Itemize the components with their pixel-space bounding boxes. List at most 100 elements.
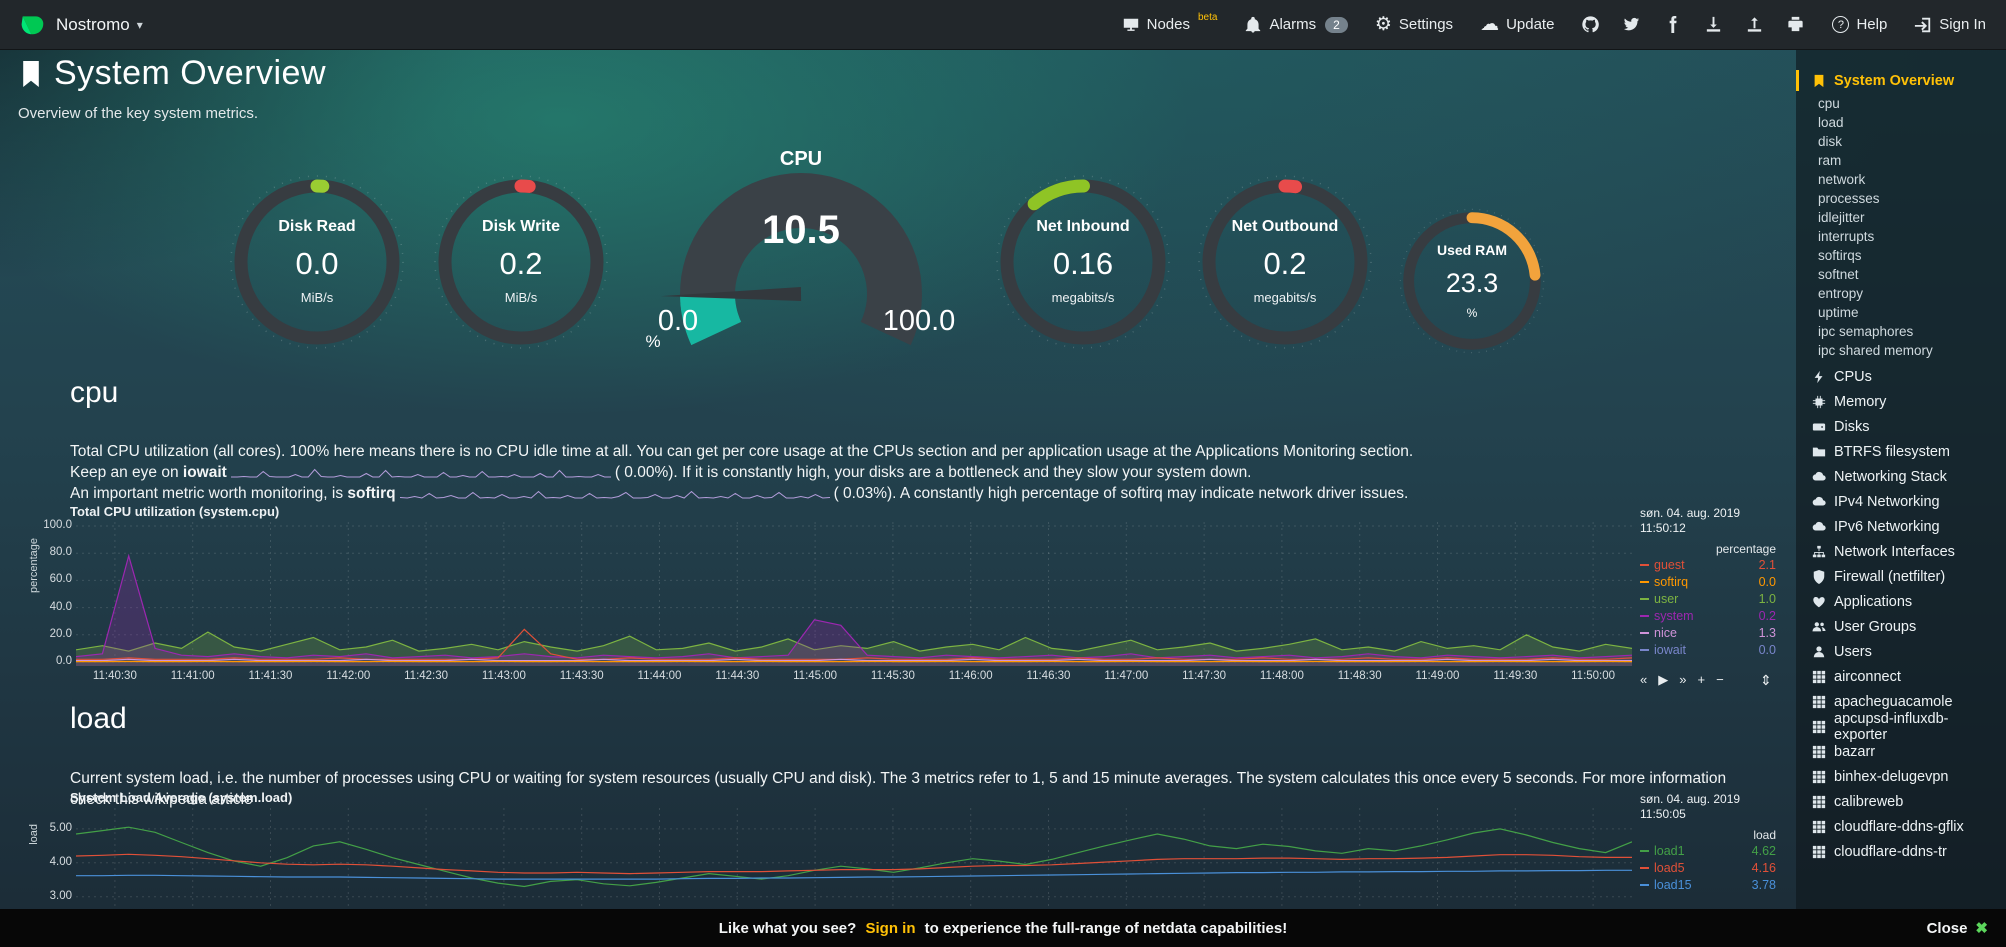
gauge-net-outbound[interactable]: Net Outbound 0.2 megabits/s xyxy=(1195,172,1375,352)
gauge-value: 23.3 xyxy=(1445,268,1499,298)
sidebar-item-system-overview[interactable]: System Overview xyxy=(1796,68,1998,93)
sidebar-item-disks[interactable]: Disks xyxy=(1812,414,1998,439)
sidebar-item-cpus[interactable]: CPUs xyxy=(1812,364,1998,389)
banner-close-button[interactable]: Close ✖ xyxy=(1927,919,1988,938)
pan-left-icon[interactable]: « xyxy=(1640,672,1648,687)
update-label: Update xyxy=(1506,16,1555,33)
gauge-disk-read[interactable]: Disk Read 0.0 MiB/s xyxy=(227,172,407,352)
sidebar-subitem-idlejitter[interactable]: idlejitter xyxy=(1818,210,1865,225)
sidebar-item-label: binhex-delugevpn xyxy=(1834,768,1949,785)
gauge-title: Net Outbound xyxy=(1231,218,1339,235)
caret-down-icon: ▾ xyxy=(136,17,143,32)
iowait-sparkline[interactable] xyxy=(230,466,611,479)
sidebar-item-binhex-delugevpn[interactable]: binhex-delugevpn xyxy=(1812,764,1998,789)
facebook-icon[interactable] xyxy=(1663,15,1682,34)
sidebar-item-label: cloudflare-ddns-tr xyxy=(1834,843,1947,860)
sidebar-subitem-ram[interactable]: ram xyxy=(1818,153,1842,168)
sidebar-subitem-uptime[interactable]: uptime xyxy=(1818,305,1859,320)
wikipedia-link[interactable]: this wikipedia article xyxy=(114,791,253,808)
y-tick: 4.00 xyxy=(49,856,72,868)
legend-value: 4.16 xyxy=(1751,860,1776,875)
chart-legend: søn. 04. aug. 2019 11:50:05 load load1 4.… xyxy=(1640,792,1776,893)
update-button[interactable]: ☁ Update xyxy=(1480,15,1554,34)
sidebar-subitem-entropy[interactable]: entropy xyxy=(1818,286,1864,301)
legend-system[interactable]: system 0.2 xyxy=(1640,607,1776,624)
sidebar-subitem-interrupts[interactable]: interrupts xyxy=(1818,229,1875,244)
sidebar-subitem-ipc-shared-memory[interactable]: ipc shared memory xyxy=(1818,343,1933,358)
sidebar-item-calibreweb[interactable]: calibreweb xyxy=(1812,789,1998,814)
sidebar-item-btrfs-filesystem[interactable]: BTRFS filesystem xyxy=(1812,439,1998,464)
legend-load15[interactable]: load15 3.78 xyxy=(1640,876,1776,893)
sidebar-item-applications[interactable]: Applications xyxy=(1812,589,1998,614)
legend-softirq[interactable]: softirq 0.0 xyxy=(1640,573,1776,590)
legend-iowait[interactable]: iowait 0.0 xyxy=(1640,641,1776,658)
signin-button[interactable]: Sign In xyxy=(1914,16,1986,34)
alarms-button[interactable]: Alarms 2 xyxy=(1244,16,1348,34)
gauge-unit: % xyxy=(1466,306,1478,320)
legend-swatch xyxy=(1640,597,1649,600)
sidebar-item-bazarr[interactable]: bazarr xyxy=(1812,739,1998,764)
sidebar-item-apcupsd-influxdb-exporter[interactable]: apcupsd-influxdb-exporter xyxy=(1812,711,1998,743)
x-tick: 11:48:00 xyxy=(1259,670,1304,682)
sidebar-subitem-cpu[interactable]: cpu xyxy=(1818,96,1840,111)
twitter-icon[interactable] xyxy=(1622,15,1641,34)
user-icon xyxy=(1812,645,1826,659)
sidebar-item-cloudflare-ddns-gflix[interactable]: cloudflare-ddns-gflix xyxy=(1812,814,1998,839)
upload-icon[interactable] xyxy=(1745,15,1764,34)
cpu-chart-canvas[interactable] xyxy=(76,522,1632,666)
sidebar-subitem-network[interactable]: network xyxy=(1818,172,1866,187)
legend-guest[interactable]: guest 2.1 xyxy=(1640,556,1776,573)
legend-load5[interactable]: load5 4.16 xyxy=(1640,859,1776,876)
github-icon[interactable] xyxy=(1581,15,1600,34)
y-axis-label: percentage xyxy=(28,538,40,594)
sidebar-subitem-ipc-semaphores[interactable]: ipc semaphores xyxy=(1818,324,1914,339)
nodes-button[interactable]: Nodes beta xyxy=(1122,12,1217,34)
legend-user[interactable]: user 1.0 xyxy=(1640,590,1776,607)
sidebar-item-firewall-netfilter[interactable]: Firewall (netfilter) xyxy=(1812,564,1998,589)
zoom-out-icon[interactable]: − xyxy=(1716,672,1724,687)
legend-nice[interactable]: nice 1.3 xyxy=(1640,624,1776,641)
banner-signin-link[interactable]: Sign in xyxy=(865,919,916,937)
legend-name: softirq xyxy=(1654,574,1689,589)
softirq-sparkline[interactable] xyxy=(399,487,830,500)
x-tick: 11:40:30 xyxy=(92,670,137,682)
sidebar-subitem-processes[interactable]: processes xyxy=(1818,191,1880,206)
print-icon[interactable] xyxy=(1786,15,1805,34)
load-chart-canvas[interactable] xyxy=(76,808,1632,943)
sidebar-item-label: CPUs xyxy=(1834,368,1872,385)
sidebar-item-ipv4-networking[interactable]: IPv4 Networking xyxy=(1812,489,1998,514)
sidebar-subitem-disk[interactable]: disk xyxy=(1818,134,1843,149)
node-menu[interactable]: Nostromo ▾ xyxy=(56,15,143,35)
cpu-chart: Total CPU utilization (system.cpu) perce… xyxy=(20,504,1776,699)
help-button[interactable]: ? Help xyxy=(1832,16,1887,33)
sidebar-subitem-softnet[interactable]: softnet xyxy=(1818,267,1859,282)
legend-value: 0.0 xyxy=(1758,642,1776,657)
legend-load1[interactable]: load1 4.62 xyxy=(1640,842,1776,859)
gauge-used-ram[interactable]: Used RAM 23.3 % xyxy=(1397,206,1547,356)
pan-right-icon[interactable]: » xyxy=(1679,672,1687,687)
sidebar-subitem-load[interactable]: load xyxy=(1818,115,1844,130)
gauge-cpu[interactable]: CPU 10.5 0.0 100.0 % xyxy=(641,148,961,388)
zoom-in-icon[interactable]: + xyxy=(1697,672,1706,687)
y-tick: 40.0 xyxy=(49,601,72,613)
sidebar-item-user-groups[interactable]: User Groups xyxy=(1812,614,1998,639)
sidebar-item-memory[interactable]: Memory xyxy=(1812,389,1998,414)
sidebar-item-users[interactable]: Users xyxy=(1812,639,1998,664)
sidebar-item-cloudflare-ddns-tr[interactable]: cloudflare-ddns-tr xyxy=(1812,839,1998,864)
sidebar-item-airconnect[interactable]: airconnect xyxy=(1812,664,1998,689)
gauge-disk-write[interactable]: Disk Write 0.2 MiB/s xyxy=(431,172,611,352)
sidebar-item-network-interfaces[interactable]: Network Interfaces xyxy=(1812,539,1998,564)
sidebar-item-networking-stack[interactable]: Networking Stack xyxy=(1812,464,1998,489)
sidebar-subitem-softirqs[interactable]: softirqs xyxy=(1818,248,1862,263)
download-icon[interactable] xyxy=(1704,15,1723,34)
settings-button[interactable]: ⚙ Settings xyxy=(1375,15,1453,34)
sidebar-item-label: IPv6 Networking xyxy=(1834,518,1940,535)
sidebar-item-apacheguacamole[interactable]: apacheguacamole xyxy=(1812,689,1998,714)
gauge-net-inbound[interactable]: Net Inbound 0.16 megabits/s xyxy=(993,172,1173,352)
x-tick: 11:42:00 xyxy=(326,670,371,682)
legend-date: søn. 04. aug. 2019 xyxy=(1640,506,1741,520)
banner-message: Like what you see? Sign in to experience… xyxy=(718,919,1288,937)
sidebar-item-ipv6-networking[interactable]: IPv6 Networking xyxy=(1812,514,1998,539)
play-icon[interactable]: ▶ xyxy=(1658,672,1669,687)
chart-resize-icon[interactable]: ⇕ xyxy=(1760,672,1772,688)
